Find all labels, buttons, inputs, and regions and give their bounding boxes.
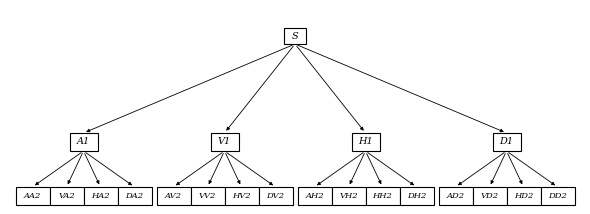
Bar: [70, 133, 97, 151]
Text: AH2: AH2: [305, 192, 324, 200]
Text: HV2: HV2: [232, 192, 251, 200]
Bar: [117, 187, 152, 205]
Text: VV2: VV2: [199, 192, 216, 200]
Text: AV2: AV2: [165, 192, 182, 200]
Text: VD2: VD2: [480, 192, 499, 200]
Bar: [399, 187, 434, 205]
Bar: [473, 187, 506, 205]
Bar: [15, 187, 50, 205]
Text: HH2: HH2: [372, 192, 392, 200]
Bar: [50, 187, 84, 205]
Text: VH2: VH2: [339, 192, 358, 200]
Bar: [332, 187, 365, 205]
Text: DD2: DD2: [548, 192, 567, 200]
Bar: [211, 133, 238, 151]
Text: VA2: VA2: [58, 192, 75, 200]
Bar: [365, 187, 399, 205]
Bar: [191, 187, 225, 205]
Text: D1: D1: [500, 138, 513, 147]
Bar: [258, 187, 293, 205]
Text: HA2: HA2: [91, 192, 110, 200]
Text: DA2: DA2: [126, 192, 143, 200]
Text: V1: V1: [218, 138, 231, 147]
Text: A1: A1: [77, 138, 90, 147]
Bar: [540, 187, 575, 205]
Bar: [352, 133, 379, 151]
Bar: [506, 187, 540, 205]
Text: HD2: HD2: [514, 192, 533, 200]
Bar: [493, 133, 520, 151]
Bar: [284, 28, 306, 44]
Text: AD2: AD2: [447, 192, 464, 200]
Text: S: S: [291, 31, 299, 40]
Text: H1: H1: [358, 138, 373, 147]
Bar: [84, 187, 117, 205]
Text: DH2: DH2: [407, 192, 426, 200]
Bar: [156, 187, 191, 205]
Bar: [297, 187, 332, 205]
Bar: [225, 187, 258, 205]
Text: AA2: AA2: [24, 192, 41, 200]
Bar: [438, 187, 473, 205]
Text: DV2: DV2: [267, 192, 284, 200]
